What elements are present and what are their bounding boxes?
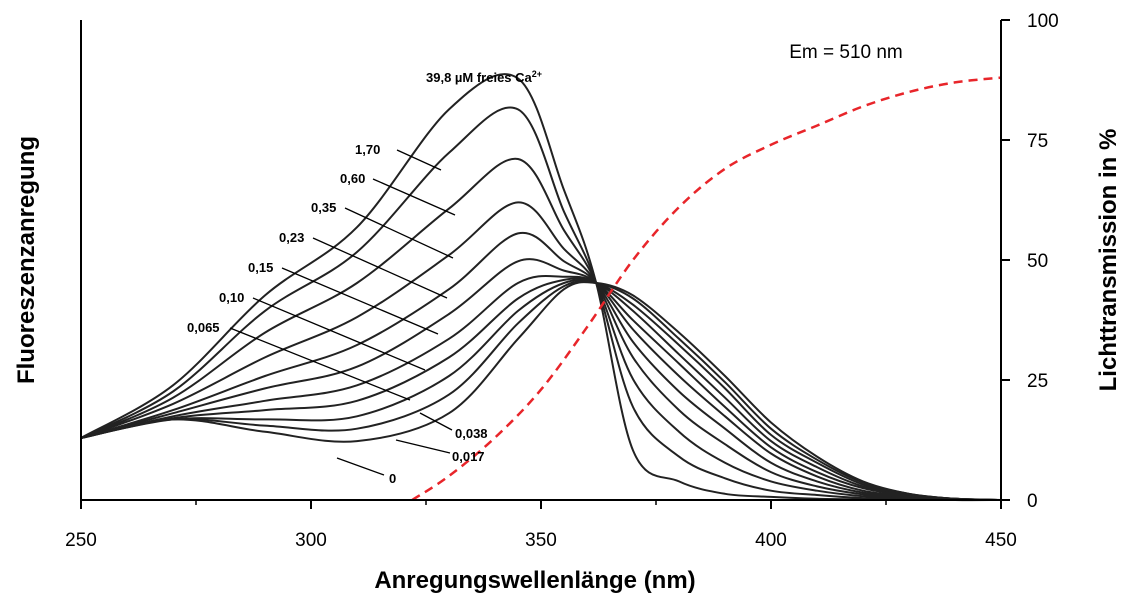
y-axis-left-title: Fluoreszenzanregung	[13, 136, 40, 384]
curve-2	[80, 278, 1002, 501]
concentration-label-7: 0,038	[455, 426, 488, 441]
leader-line-2	[344, 207, 454, 259]
transmission-curve	[411, 76, 1002, 502]
curve-8	[80, 157, 1002, 502]
leader-line-5	[252, 297, 426, 371]
concentration-label-0: 1,70	[355, 142, 380, 157]
curve-6	[80, 231, 1002, 501]
x-tick-label-0: 250	[65, 530, 97, 551]
x-tick-label-2: 350	[525, 530, 557, 551]
transmission-layer	[411, 76, 1002, 502]
curve-5	[80, 258, 1002, 501]
x-tick-label-1: 300	[295, 530, 327, 551]
leader-line-4	[281, 267, 439, 335]
leader-line-1	[372, 178, 456, 216]
leader-line-3	[312, 237, 448, 299]
curve-9	[80, 106, 1002, 502]
concentration-label-8: 0,017	[452, 449, 485, 464]
curve-7	[80, 201, 1002, 501]
concentration-label-4: 0,15	[248, 260, 273, 275]
concentration-label-2: 0,35	[311, 200, 336, 215]
leader-line-7	[419, 412, 453, 431]
concentration-label-3: 0,23	[279, 230, 304, 245]
y-axis-right-title: Lichttransmission in %	[1095, 129, 1122, 392]
x-tick-label-4: 450	[985, 530, 1017, 551]
x-tick-label-3: 400	[755, 530, 787, 551]
concentration-label-1: 0,60	[340, 171, 365, 186]
curve-0	[80, 281, 1002, 501]
concentration-label-5: 0,10	[219, 290, 244, 305]
curve-4	[80, 275, 1002, 501]
y-right-tick-label-1: 25	[1027, 371, 1048, 392]
y-right-tick-label-2: 50	[1027, 251, 1048, 272]
y-right-tick-label-4: 100	[1027, 11, 1059, 32]
curve-1	[80, 280, 1002, 501]
leader-line-8	[395, 439, 451, 454]
excitation-curves	[80, 73, 1002, 502]
axes: 250 300 350 400 450 0 25 50 75 100	[65, 11, 1059, 551]
leader-line-9	[336, 457, 385, 476]
emission-annotation: Em = 510 nm	[789, 42, 903, 63]
label-leaders: 1,70 0,60 0,35 0,23 0,15 0,10 0,065 0,038 0,017 0	[187, 142, 488, 486]
concentration-label-9: 0	[389, 471, 396, 486]
concentration-label-6: 0,065	[187, 320, 220, 335]
leader-line-6	[229, 327, 411, 401]
top-concentration-label: 39,8 µM freies Ca2+	[426, 69, 542, 85]
leader-line-0	[396, 149, 442, 171]
x-axis-title: Anregungswellenlänge (nm)	[374, 567, 695, 594]
y-right-tick-label-0: 0	[1027, 491, 1038, 512]
y-right-tick-label-3: 75	[1027, 131, 1048, 152]
